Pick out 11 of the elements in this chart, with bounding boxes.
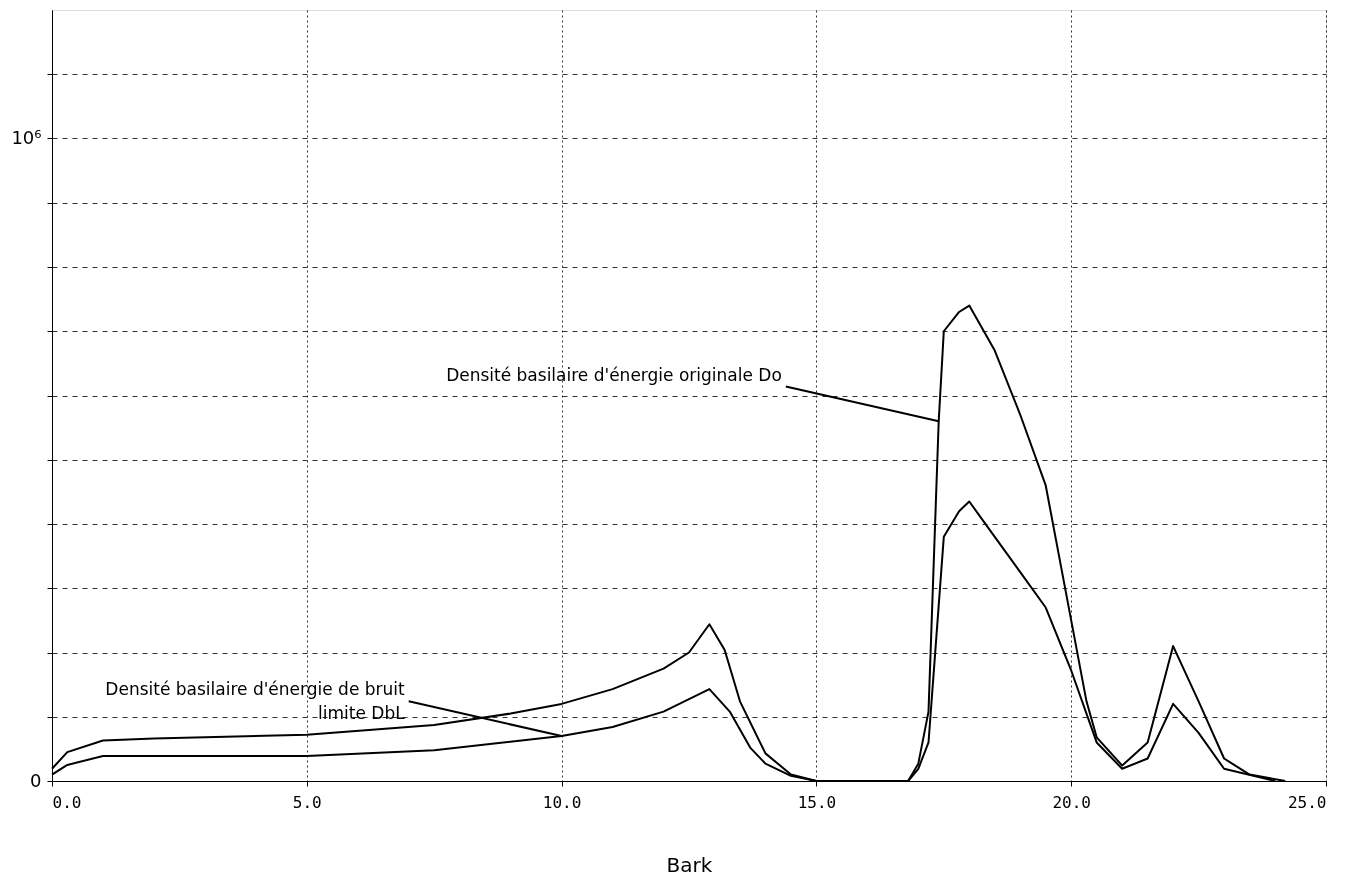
x-tick-label: 10.0	[542, 792, 582, 812]
x-tick-label: 20.0	[1052, 792, 1091, 812]
x-tick-label: 15.0	[797, 792, 837, 812]
x-tick-label: 25.0	[1287, 792, 1327, 812]
x-tick-label: 5.0	[292, 792, 322, 812]
annotation: Densité basilaire d'énergie originale Do	[446, 364, 782, 385]
y-tick-label: 0	[30, 769, 42, 791]
x-axis-title: Bark	[666, 852, 713, 877]
y-tick-label: 10⁶	[11, 127, 42, 148]
annotation: Densité basilaire d'énergie de bruit limite DbL	[105, 679, 406, 724]
x-tick-label: 0.0	[52, 792, 82, 812]
